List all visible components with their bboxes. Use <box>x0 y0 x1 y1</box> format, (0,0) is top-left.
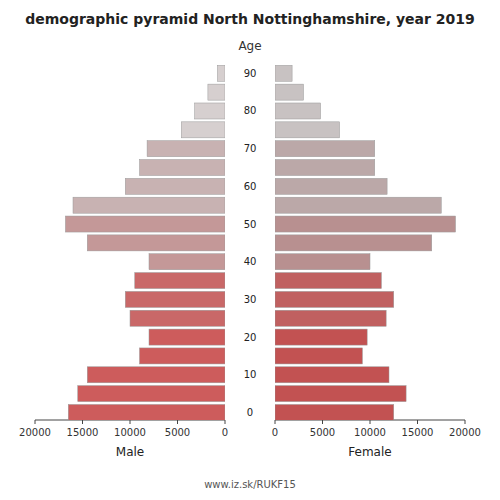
category-label: 0 <box>247 407 253 418</box>
tick <box>370 420 371 424</box>
tick-label: 15000 <box>402 427 434 438</box>
category-label: 50 <box>244 219 257 230</box>
tick-label: 20000 <box>449 427 481 438</box>
tick-label: 10000 <box>354 427 386 438</box>
bar <box>78 386 225 402</box>
tick <box>35 420 36 424</box>
category-label: 60 <box>244 181 257 192</box>
category-axis: 0 10 20 30 40 50 60 70 80 90 <box>244 68 257 418</box>
tick <box>322 420 323 424</box>
bar <box>275 273 381 289</box>
bar <box>140 160 226 176</box>
bar <box>195 103 225 119</box>
tick <box>130 420 131 424</box>
tick-label: 0 <box>222 427 228 438</box>
bar <box>275 178 387 194</box>
bar <box>275 329 367 345</box>
tick <box>177 420 178 424</box>
axis-label: Age <box>238 39 261 53</box>
bar <box>130 310 225 326</box>
tick-label: 5000 <box>165 427 190 438</box>
tick <box>225 420 226 424</box>
bar <box>149 254 225 270</box>
bar <box>125 291 225 307</box>
bar <box>73 197 225 213</box>
axis-label: Male <box>116 445 144 459</box>
bar <box>149 329 225 345</box>
category-label: 20 <box>244 332 257 343</box>
bar <box>275 367 389 383</box>
tick <box>275 420 276 424</box>
bar <box>275 103 321 119</box>
tick-label: 10000 <box>114 427 146 438</box>
bar <box>87 367 225 383</box>
bar <box>275 386 406 402</box>
bar <box>275 404 394 420</box>
annotation: www.iz.sk/RUKF15 <box>204 479 296 490</box>
bar <box>147 141 225 157</box>
tick-label: 0 <box>272 427 278 438</box>
bar <box>65 216 225 232</box>
bar <box>275 348 362 364</box>
bar <box>275 235 432 251</box>
bar <box>275 160 375 176</box>
bars <box>65 65 225 420</box>
category-label: 30 <box>244 294 257 305</box>
bar <box>217 65 225 81</box>
title: demographic pyramid North Nottinghamshir… <box>25 11 475 27</box>
chart: demographic pyramid North Nottinghamshir… <box>0 0 500 500</box>
bars <box>275 65 456 420</box>
bar <box>275 122 340 138</box>
bar <box>275 254 370 270</box>
x-axis: 0 5000 10000 15000 20000 <box>272 420 481 438</box>
bar <box>275 291 394 307</box>
bar <box>135 273 225 289</box>
tick-label: 5000 <box>310 427 335 438</box>
bar <box>275 310 386 326</box>
category-label: 40 <box>244 256 257 267</box>
bar <box>275 197 441 213</box>
tick <box>417 420 418 424</box>
tick <box>82 420 83 424</box>
category-label: 90 <box>244 68 257 79</box>
tick <box>465 420 466 424</box>
x-axis: 0 5000 10000 15000 20000 <box>19 420 228 438</box>
bar <box>275 216 456 232</box>
bar <box>275 141 375 157</box>
category-label: 70 <box>244 143 257 154</box>
bar <box>208 84 225 100</box>
bar <box>140 348 226 364</box>
axis-label: Female <box>348 445 391 459</box>
category-label: 80 <box>244 105 257 116</box>
bar <box>87 235 225 251</box>
bar <box>125 178 225 194</box>
tick-label: 20000 <box>19 427 51 438</box>
bar <box>181 122 225 138</box>
tick-label: 15000 <box>67 427 99 438</box>
bar <box>275 65 292 81</box>
category-label: 10 <box>244 369 257 380</box>
bar <box>68 404 225 420</box>
bar <box>275 84 304 100</box>
